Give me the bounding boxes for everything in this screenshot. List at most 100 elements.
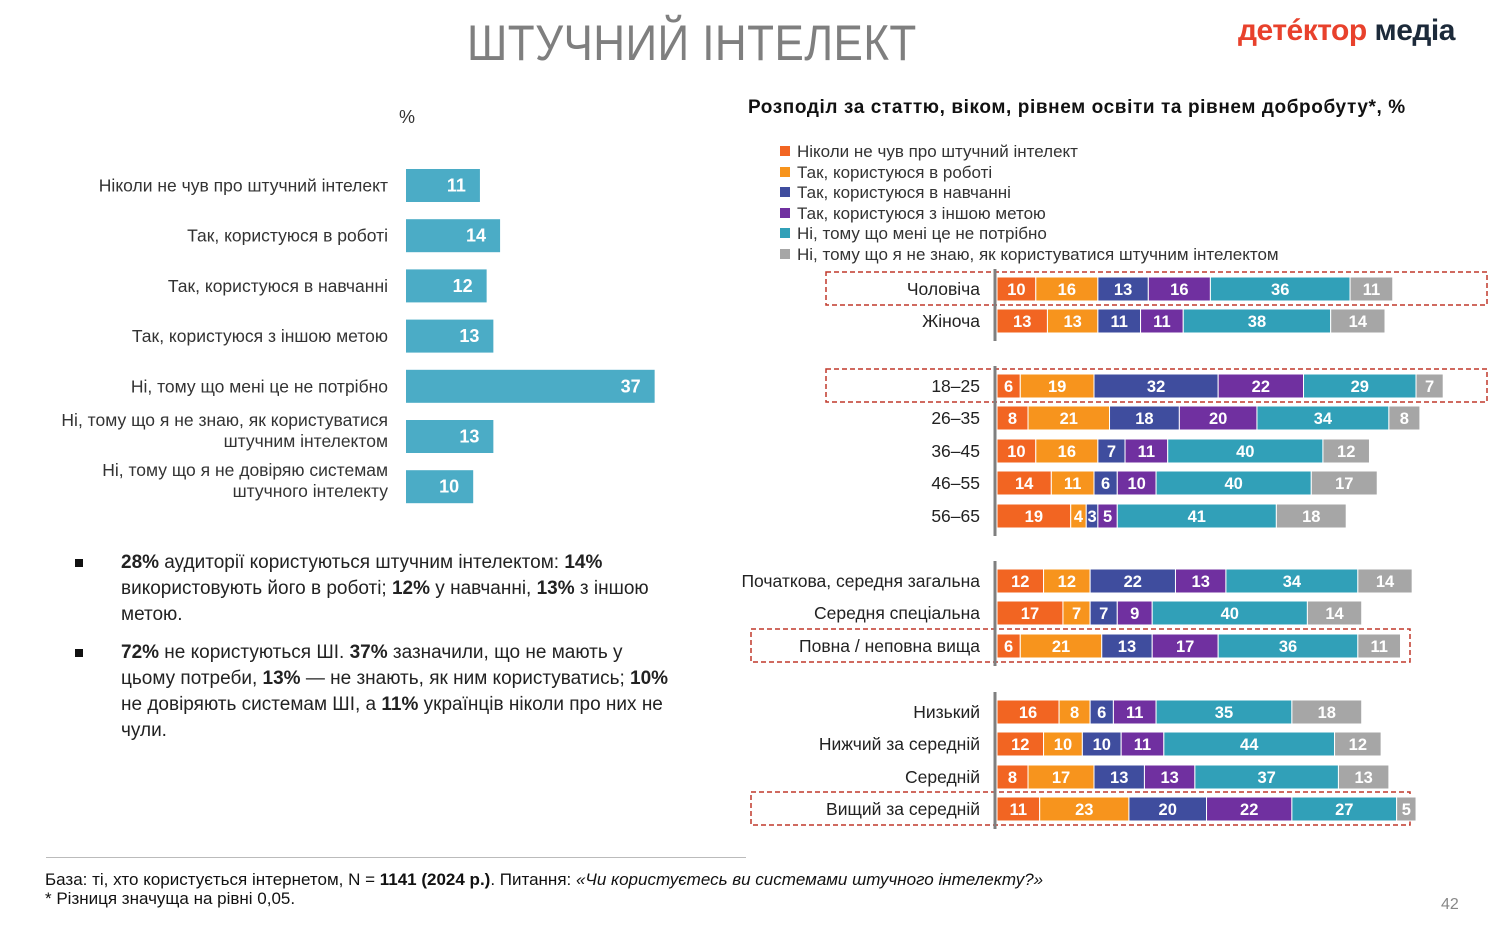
segment-value: 11 <box>1010 801 1027 819</box>
segment-value: 37 <box>1257 769 1275 787</box>
stacked-segment <box>1303 373 1417 399</box>
bullet-marker-icon <box>75 559 83 567</box>
segment-value: 11 <box>1126 704 1143 722</box>
segment-value: 38 <box>1248 313 1266 331</box>
left-category-label: Так, користуюся в навчанні <box>168 276 388 296</box>
highlight-box <box>825 368 1488 403</box>
left-bar-value: 11 <box>447 176 466 196</box>
stacked-segment <box>1396 796 1417 822</box>
segment-value: 13 <box>1354 769 1372 787</box>
stacked-segment <box>996 699 1060 725</box>
stacked-segment <box>1120 731 1165 757</box>
stacked-segment <box>1291 699 1363 725</box>
segment-value: 7 <box>1072 605 1081 623</box>
stacked-segment <box>1101 633 1153 659</box>
left-category-label: Ні, тому що мені це не потрібно <box>131 376 388 396</box>
segment-value: 8 <box>1400 410 1409 428</box>
segment-value: 44 <box>1240 736 1259 754</box>
segment-value: 16 <box>1170 281 1188 299</box>
segment-value: 19 <box>1025 508 1043 526</box>
legend-item: Ніколи не чув про штучний інтелект <box>780 142 1279 163</box>
bullet-item: 28% аудиторії користуються штучним інтел… <box>75 550 675 628</box>
stacked-segment <box>1093 764 1145 790</box>
stacked-segment <box>1163 731 1336 757</box>
segment-value: 18 <box>1302 508 1320 526</box>
segment-value: 22 <box>1252 378 1270 396</box>
left-bar-value: 14 <box>466 226 486 246</box>
segment-value: 13 <box>1118 638 1136 656</box>
left-category-label: Так, користуюся з іншою метою <box>132 326 388 346</box>
stacked-segment <box>1337 764 1390 790</box>
bullet-text: у навчанні, <box>430 578 537 599</box>
left-bar <box>406 169 480 202</box>
legend-item: Ні, тому що мені це не потрібно <box>780 224 1279 245</box>
segment-value: 29 <box>1351 378 1369 396</box>
bullet-text: українців ніколи про них не чули. <box>121 694 663 741</box>
left-bar <box>406 269 487 303</box>
left-category-label: Ні, тому що я не знаю, як користуватися ш… <box>61 410 388 451</box>
segment-value: 13 <box>1063 313 1081 331</box>
segment-value: 14 <box>1376 573 1395 591</box>
bullet-bold: 13% <box>536 578 575 599</box>
stacked-segment <box>1357 568 1413 594</box>
left-bar <box>406 219 501 253</box>
segment-value: 10 <box>1128 475 1146 493</box>
left-category-label: Ні, тому що я не довіряю системам штучног… <box>102 460 388 501</box>
left-category-label: Ніколи не чув про штучний інтелект <box>99 176 388 196</box>
bullet-text: з іншою метою. <box>121 578 649 625</box>
highlight-box <box>750 628 1411 663</box>
segment-value: 35 <box>1215 704 1233 722</box>
stacked-segment <box>1116 600 1153 626</box>
stacked-segment <box>1097 276 1149 302</box>
segment-value: 10 <box>1007 443 1025 461</box>
legend-swatch <box>780 187 790 198</box>
segment-value: 36 <box>1279 638 1297 656</box>
segment-value: 18 <box>1135 410 1153 428</box>
segment-value: 40 <box>1236 443 1254 461</box>
segment-value: 12 <box>1337 443 1355 461</box>
stacked-segment <box>1062 600 1091 626</box>
legend-swatch <box>780 228 790 239</box>
legend-label: Ніколи не чув про штучний інтелект <box>797 142 1078 161</box>
highlight-box <box>825 271 1488 306</box>
summary-bullets: 28% аудиторії користуються штучним інтел… <box>75 550 675 756</box>
stacked-segment <box>1043 568 1091 594</box>
legend-swatch <box>780 146 790 156</box>
segment-value: 12 <box>1349 736 1367 754</box>
stacked-segment <box>1322 438 1370 464</box>
segment-value: 4 <box>1074 508 1084 526</box>
footer-n: 1141 (2024 р.) <box>379 870 491 889</box>
legend-swatch <box>780 248 790 259</box>
segment-value: 41 <box>1188 508 1206 526</box>
segment-value: 5 <box>1402 801 1411 819</box>
right-chart-title: Розподіл за статтю, віком, рівнем освіти… <box>748 97 1406 118</box>
left-bar <box>406 420 494 453</box>
segment-value: 12 <box>1058 573 1076 591</box>
bullet-text: — не знають, як ним користуватись; <box>300 668 631 689</box>
stacked-segment <box>1089 568 1176 594</box>
left-bar <box>406 319 494 353</box>
left-bar <box>406 369 655 403</box>
row-label: Чоловіча <box>907 279 980 299</box>
segment-value: 11 <box>1153 313 1170 331</box>
segment-value: 34 <box>1314 410 1333 428</box>
segment-value: 16 <box>1058 281 1076 299</box>
segment-value: 7 <box>1107 443 1116 461</box>
row-label: Жіноча <box>922 311 980 331</box>
stacked-segment <box>1217 373 1305 399</box>
bullet-bold: 10% <box>630 668 669 689</box>
row-label: Вищий за середній <box>826 799 980 819</box>
stacked-segment <box>1097 308 1142 334</box>
segment-value: 17 <box>1335 475 1353 493</box>
left-bar-chart: 11 Ніколи не чув про штучний інтелект 14 Та… <box>61 169 655 504</box>
legend-label: Ні, тому що мені це не потрібно <box>797 224 1047 244</box>
segment-value: 32 <box>1147 378 1165 396</box>
left-bar-value: 10 <box>439 477 459 497</box>
stacked-segment <box>996 600 1064 626</box>
bullet-text: використовують його в роботі; <box>121 578 392 599</box>
legend-label: Так, користуюся в навчанні <box>797 183 1011 203</box>
segment-value: 7 <box>1425 378 1434 396</box>
stacked-segment <box>1147 276 1211 302</box>
stacked-segment <box>996 568 1045 594</box>
bullet-text: не довіряють системам ШІ, а <box>121 694 382 715</box>
